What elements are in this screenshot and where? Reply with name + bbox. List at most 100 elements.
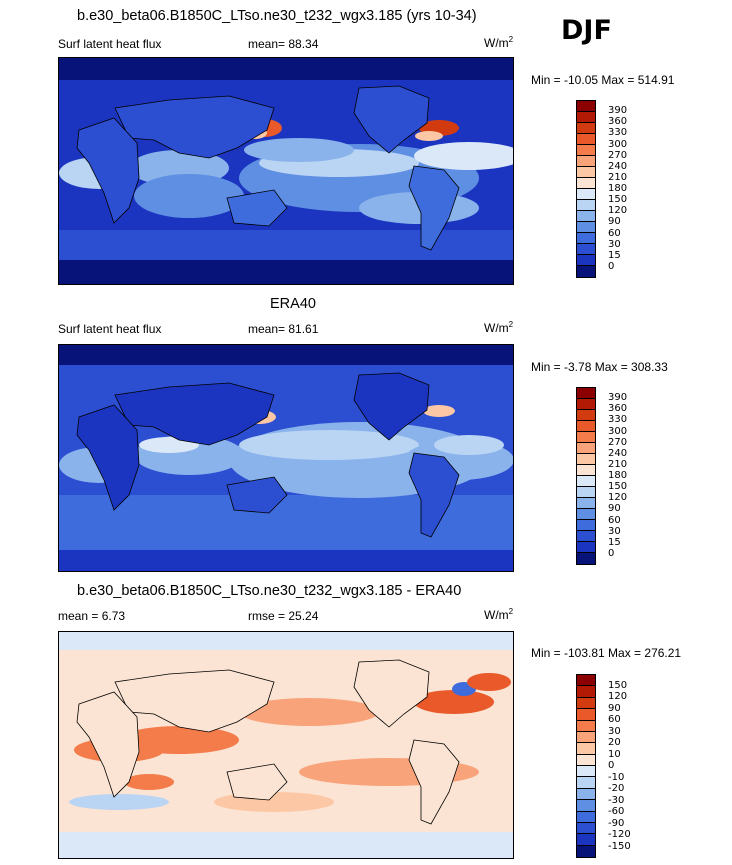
colorbar-swatch — [577, 777, 595, 789]
colorbar-tick-label: -120 — [608, 829, 631, 840]
colorbar-swatch — [577, 145, 595, 156]
colorbar-tick-label: 0 — [608, 760, 615, 771]
colorbar-tick-label: 60 — [608, 714, 621, 725]
rmse-label: rmse = 25.24 — [248, 609, 319, 623]
colorbar-tick-label: 360 — [608, 116, 628, 128]
colorbar-swatch — [577, 553, 595, 564]
map-obs-field — [59, 345, 513, 571]
colorbar-tick-label: 90 — [608, 216, 621, 228]
colorbar-tick-label: 60 — [608, 227, 621, 239]
colorbar-tick-label: 330 — [608, 414, 628, 426]
colorbar-tick-label: 360 — [608, 403, 628, 415]
colorbar-swatch — [577, 509, 595, 520]
colorbar-tick-label: 15 — [608, 249, 621, 261]
colorbar-obs — [576, 387, 596, 565]
colorbar-tick-label: 30 — [608, 525, 621, 537]
colorbar-tick-label: 300 — [608, 138, 628, 150]
colorbar-tick-label: 210 — [608, 458, 628, 470]
colorbar-tick-label: 150 — [608, 194, 628, 206]
mean-label: mean= 88.34 — [248, 37, 319, 51]
minmax-label: Min = -103.81 Max = 276.21 — [531, 646, 682, 660]
units-label: W/m2 — [484, 35, 514, 50]
colorbar-swatch — [577, 465, 595, 476]
colorbar-swatch — [577, 244, 595, 255]
variable-label: Surf latent heat flux — [58, 37, 162, 51]
colorbar-swatch — [577, 454, 595, 465]
colorbar-tick-label: 120 — [608, 492, 628, 504]
colorbar-diff — [576, 674, 596, 858]
colorbar-swatch — [577, 754, 595, 766]
colorbar-swatch — [577, 845, 595, 857]
season-label: DJF — [561, 15, 612, 46]
colorbar-tick-label: 20 — [608, 737, 621, 748]
colorbar-swatch — [577, 766, 595, 778]
colorbar-swatch — [577, 211, 595, 222]
colorbar-swatch — [577, 123, 595, 134]
colorbar-swatch — [577, 178, 595, 189]
panel-title: ERA40 — [270, 296, 316, 312]
map-diff — [58, 631, 514, 859]
colorbar-tick-label: 150 — [608, 481, 628, 493]
colorbar-tick-label: 15 — [608, 536, 621, 548]
colorbar-tick-label: 240 — [608, 160, 628, 172]
colorbar-tick-label: 120 — [608, 691, 628, 702]
colorbar-tick-label: 270 — [608, 436, 628, 448]
colorbar-tick-label: -20 — [608, 783, 625, 794]
colorbar-swatch — [577, 432, 595, 443]
colorbar-swatch — [577, 266, 595, 277]
colorbar-tick-label: -60 — [608, 806, 625, 817]
map-obs — [58, 344, 514, 572]
colorbar-swatch — [577, 542, 595, 553]
minmax-label: Min = -10.05 Max = 514.91 — [531, 73, 675, 87]
colorbar-swatch — [577, 531, 595, 542]
colorbar-swatch — [577, 800, 595, 812]
units-label: W/m2 — [484, 607, 514, 622]
colorbar-swatch — [577, 189, 595, 200]
colorbar-tick-label: 90 — [608, 503, 621, 515]
map-diff-field — [59, 632, 513, 858]
colorbar-swatch — [577, 697, 595, 710]
colorbar-swatch — [577, 233, 595, 244]
colorbar-tick-label: 10 — [608, 748, 621, 760]
map-model — [58, 57, 514, 285]
colorbar-swatch — [577, 675, 595, 687]
colorbar-swatch — [577, 834, 595, 846]
colorbar-tick-label: -30 — [608, 794, 625, 806]
colorbar-swatch — [577, 520, 595, 531]
colorbar-tick-label: 180 — [608, 470, 628, 481]
colorbar-swatch — [577, 388, 595, 399]
colorbar-swatch — [577, 487, 595, 498]
colorbar-swatch — [577, 731, 595, 744]
colorbar-swatch — [577, 167, 595, 178]
colorbar-swatch — [577, 134, 595, 145]
colorbar-tick-label: 300 — [608, 425, 628, 437]
colorbar-tick-label: 90 — [608, 702, 621, 714]
colorbar-tick-label: -10 — [608, 771, 625, 783]
colorbar-tick-label: 0 — [608, 547, 615, 559]
colorbar-swatch — [577, 686, 595, 698]
colorbar-tick-label: 120 — [608, 205, 628, 217]
colorbar-swatch — [577, 410, 595, 421]
colorbar-swatch — [577, 101, 595, 112]
colorbar-model — [576, 100, 596, 278]
colorbar-swatch — [577, 720, 595, 732]
mean-label: mean = 6.73 — [58, 609, 126, 623]
colorbar-swatch — [577, 498, 595, 509]
colorbar-swatch — [577, 811, 595, 823]
colorbar-swatch — [577, 476, 595, 487]
colorbar-swatch — [577, 112, 595, 123]
panel-title: b.e30_beta06.B1850C_LTso.ne30_t232_wgx3.… — [77, 8, 477, 24]
colorbar-tick-label: -90 — [608, 817, 625, 829]
colorbar-tick-label: 390 — [608, 105, 628, 117]
colorbar-swatch — [577, 222, 595, 233]
colorbar-tick-label: 240 — [608, 447, 628, 459]
colorbar-tick-label: 0 — [608, 260, 615, 272]
colorbar-swatch — [577, 255, 595, 266]
colorbar-tick-label: 270 — [608, 149, 628, 161]
colorbar-tick-label: 210 — [608, 171, 628, 183]
colorbar-swatch — [577, 200, 595, 211]
colorbar-swatch — [577, 788, 595, 801]
colorbar-tick-label: 150 — [608, 679, 628, 691]
colorbar-swatch — [577, 443, 595, 454]
colorbar-swatch — [577, 399, 595, 410]
